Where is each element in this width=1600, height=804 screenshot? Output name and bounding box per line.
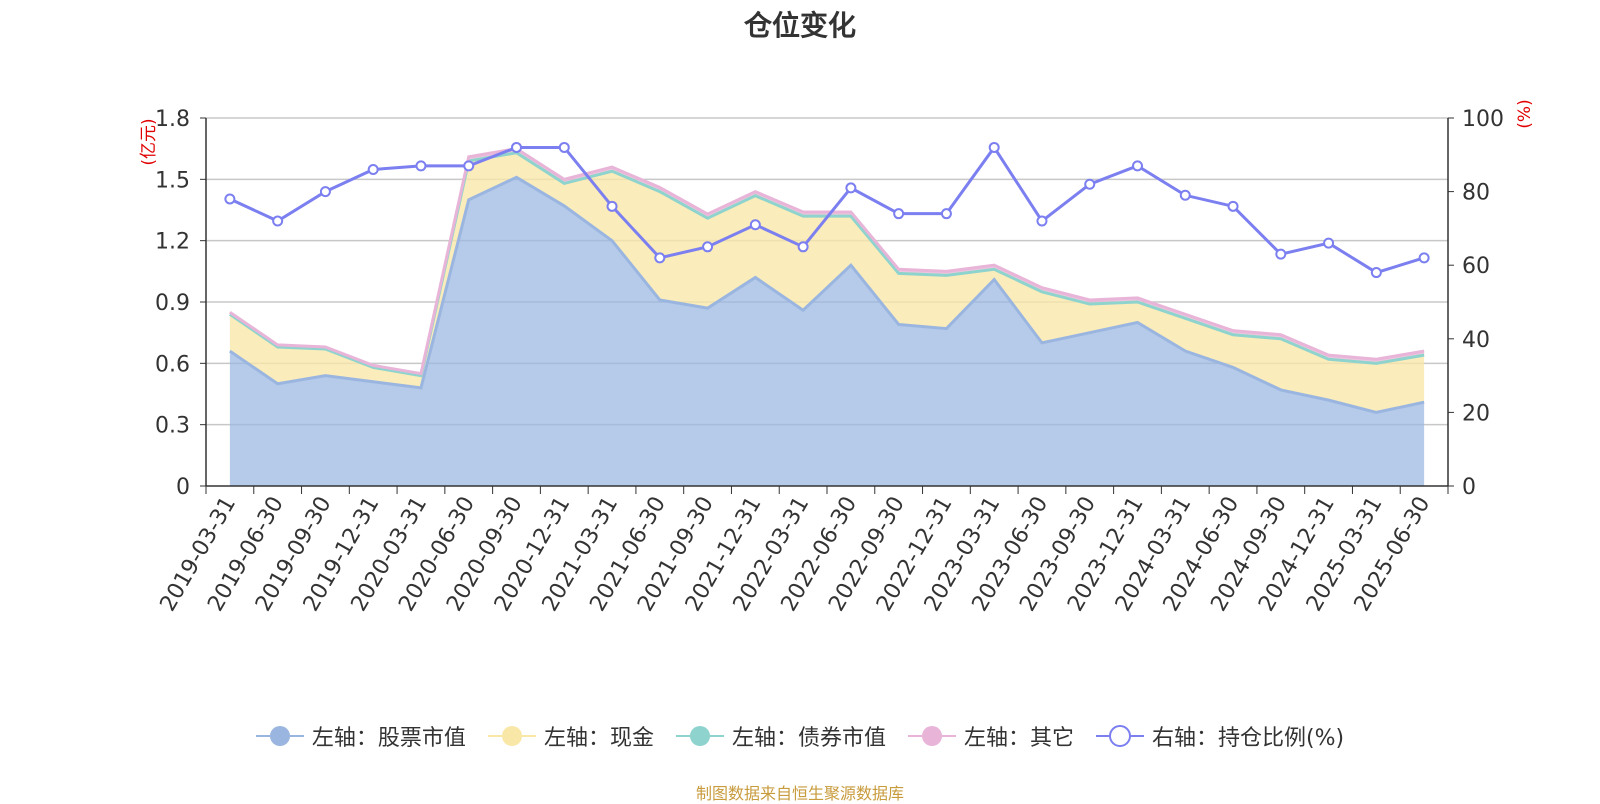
ratio-point <box>272 215 284 227</box>
ratio-point <box>654 252 666 264</box>
ratio-point <box>1275 248 1287 260</box>
chart-title: 仓位变化 <box>743 9 856 42</box>
left-axis-unit-label: (亿元) <box>139 118 159 165</box>
ratio-point <box>606 200 618 212</box>
ratio-point <box>415 160 427 172</box>
left-axis-tick-label: 1.8 <box>155 107 190 132</box>
legend-label: 左轴：现金 <box>543 726 654 751</box>
legend-label: 左轴：股票市值 <box>311 726 466 751</box>
right-axis-tick-label: 0 <box>1462 475 1476 500</box>
left-axis-tick-label: 0.6 <box>155 352 190 377</box>
right-axis-tick-label: 20 <box>1462 401 1490 426</box>
left-axis-tick-label: 0 <box>176 475 190 500</box>
legend-cash-marker <box>487 726 536 746</box>
left-axis-tick-label: 1.5 <box>155 168 190 193</box>
legend-label: 右轴：持仓比例(%) <box>1151 726 1345 751</box>
area-line-series-3 <box>229 147 1425 376</box>
ratio-point <box>1418 252 1430 264</box>
legend-item-other[interactable]: 左轴：其它 <box>907 720 1074 752</box>
right-axis-unit-label: (%) <box>1515 99 1535 128</box>
ratio-point <box>797 241 809 253</box>
area-line-series-0 <box>229 175 1425 414</box>
legend-ratio-marker <box>1095 725 1144 747</box>
ratio-point <box>319 186 331 198</box>
ratio-point <box>749 219 761 231</box>
ratio-point <box>1036 215 1048 227</box>
ratio-point <box>940 208 952 220</box>
legend-label: 左轴：其它 <box>963 726 1074 751</box>
right-axis-tick-label: 100 <box>1462 107 1504 132</box>
ratio-point <box>845 182 857 194</box>
ratio-point <box>1132 160 1143 172</box>
ratio-point <box>1370 267 1382 279</box>
area-series-1 <box>229 152 1425 413</box>
ratio-point <box>1227 200 1239 212</box>
chart-legend: 左轴：股票市值 左轴：现金 左轴：债券市值 左轴：其它 右轴：持仓比例(%) <box>0 720 1600 752</box>
ratio-point <box>1323 237 1335 249</box>
ratio-point <box>224 193 236 205</box>
legend-bond-marker <box>675 726 724 746</box>
legend-stock-marker <box>255 726 304 746</box>
legend-label: 左轴：债券市值 <box>731 726 886 751</box>
ratio-point <box>1179 189 1191 201</box>
legend-item-ratio[interactable]: 右轴：持仓比例(%) <box>1095 720 1345 752</box>
ratio-point <box>558 141 570 153</box>
right-axis-tick-label: 40 <box>1462 328 1490 353</box>
ratio-point <box>367 164 379 176</box>
area-series-0 <box>229 177 1425 487</box>
ratio-point <box>702 241 714 253</box>
left-axis-tick-label: 1.2 <box>155 230 190 255</box>
legend-item-stock[interactable]: 左轴：股票市值 <box>255 720 466 752</box>
ratio-point <box>463 160 475 172</box>
left-axis-tick-label: 0.9 <box>155 291 190 316</box>
chart-plot: 00.30.60.91.21.51.8020406080100(亿元)(%)20… <box>139 99 1535 615</box>
legend-other-marker <box>907 726 956 746</box>
data-source-note: 制图数据来自恒生聚源数据库 <box>695 784 904 803</box>
ratio-point <box>988 141 1000 153</box>
legend-item-bond[interactable]: 左轴：债券市值 <box>675 720 886 752</box>
ratio-point <box>511 141 522 153</box>
left-axis-tick-label: 0.3 <box>155 414 190 439</box>
right-axis-tick-label: 80 <box>1462 181 1490 206</box>
legend-item-cash[interactable]: 左轴：现金 <box>487 720 654 752</box>
ratio-point <box>1084 178 1096 190</box>
ratio-point <box>893 208 905 220</box>
line-series-ratio <box>229 144 1425 275</box>
right-axis-tick-label: 60 <box>1462 254 1490 279</box>
